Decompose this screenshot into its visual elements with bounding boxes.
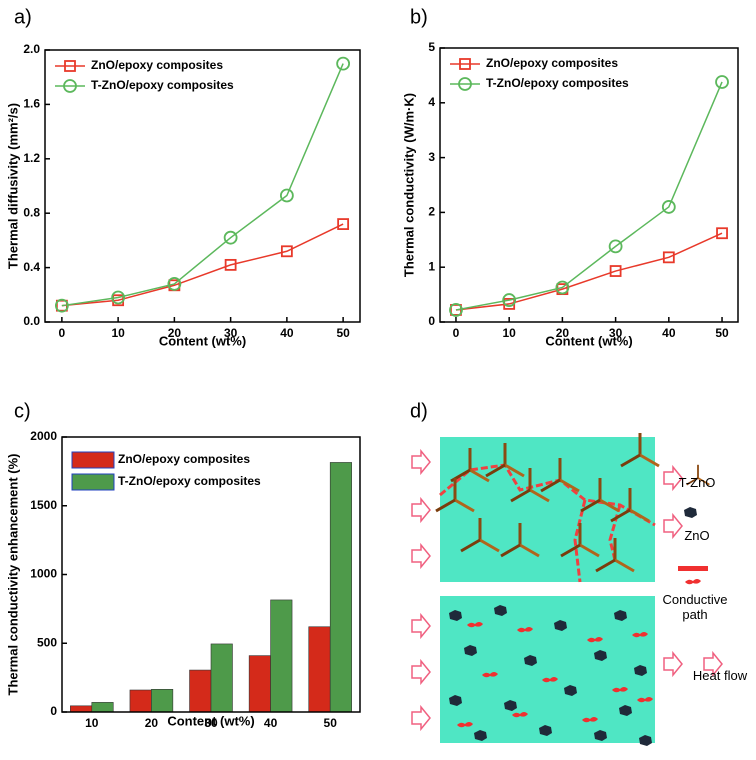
bar <box>91 702 114 713</box>
bar <box>270 599 293 713</box>
plot-frame <box>61 436 361 713</box>
x-tick-label: 40 <box>280 326 294 340</box>
bar <box>70 705 93 713</box>
marker <box>167 277 182 291</box>
x-tick-label: 40 <box>264 716 278 730</box>
x-tick-label: 0 <box>453 326 460 340</box>
line <box>455 232 723 311</box>
x-tick-label: 20 <box>145 716 159 730</box>
y-tick-label: 500 <box>37 635 57 649</box>
x-tick-label: 10 <box>502 326 516 340</box>
x-tick-label: 50 <box>336 326 350 340</box>
legend-marker <box>458 77 472 91</box>
x-tick-label: 30 <box>609 326 623 340</box>
legend-marker <box>64 60 76 72</box>
panel-label: b) <box>410 6 428 28</box>
x-tick-label: 30 <box>204 716 218 730</box>
x-tick-label: 30 <box>224 326 238 340</box>
y-axis-label: Thermal conductivity (W/m·K) <box>401 93 416 277</box>
legend-label: Heat flow <box>692 668 748 683</box>
bar <box>210 643 233 713</box>
y-tick-label: 2000 <box>30 429 57 443</box>
legend-marker <box>63 79 77 93</box>
y-tick-label: 1 <box>428 259 435 273</box>
marker <box>502 293 517 307</box>
x-tick-label: 0 <box>59 326 66 340</box>
marker <box>555 280 570 295</box>
panel-label: c) <box>14 400 31 422</box>
y-tick-label: 1.6 <box>23 97 40 111</box>
bar <box>308 626 331 713</box>
line <box>455 81 723 311</box>
marker <box>450 304 462 316</box>
marker <box>661 200 676 214</box>
legend-label: T-ZnO/epoxy composites <box>91 78 234 92</box>
y-axis-label: Thermal diffusivity (mm²/s) <box>5 103 20 269</box>
diagram <box>411 431 723 746</box>
plot-frame <box>439 47 739 323</box>
marker <box>449 303 463 317</box>
marker <box>715 75 729 89</box>
y-axis-label: Thermal conductivity enhancement (%) <box>5 454 20 696</box>
y-tick-label: 2 <box>428 205 435 219</box>
marker <box>54 298 69 313</box>
marker <box>279 188 294 203</box>
x-axis-label: Content (wt%) <box>159 333 246 348</box>
marker <box>111 290 126 305</box>
legend-label: ZnO/epoxy composites <box>486 56 618 70</box>
bar <box>329 462 352 713</box>
panel-label: a) <box>14 6 32 28</box>
y-tick-label: 1000 <box>30 567 57 581</box>
marker <box>280 245 293 258</box>
line <box>61 223 344 307</box>
legend-label: T-ZnO/epoxy composites <box>486 76 629 90</box>
marker <box>609 265 622 277</box>
marker <box>337 218 350 230</box>
x-tick-label: 50 <box>715 326 729 340</box>
y-tick-label: 2.0 <box>23 42 40 56</box>
x-tick-label: 20 <box>168 326 182 340</box>
y-tick-label: 4 <box>428 95 435 109</box>
y-tick-label: 5 <box>428 40 435 54</box>
y-tick-label: 0.8 <box>23 205 40 219</box>
marker <box>608 239 623 254</box>
bar <box>189 669 212 713</box>
y-tick-label: 0 <box>50 704 57 718</box>
line <box>61 63 344 307</box>
legend-swatch <box>71 473 115 491</box>
bar <box>151 689 174 713</box>
legend-label: ZnO/epoxy composites <box>118 452 250 466</box>
y-tick-label: 1.2 <box>23 151 40 165</box>
legend-label: T-ZnO/epoxy composites <box>118 474 261 488</box>
x-tick-label: 20 <box>556 326 570 340</box>
marker <box>223 230 238 245</box>
legend-label: T-ZnO <box>678 475 716 490</box>
bar <box>129 689 152 713</box>
x-axis-label: Content (wt%) <box>545 333 632 348</box>
bar <box>248 655 271 713</box>
y-tick-label: 0 <box>428 314 435 328</box>
y-tick-label: 3 <box>428 150 435 164</box>
panel-label: d) <box>410 400 428 422</box>
marker <box>224 258 237 271</box>
y-tick-label: 0.4 <box>23 260 40 274</box>
x-tick-label: 50 <box>324 716 338 730</box>
x-tick-label: 10 <box>111 326 125 340</box>
legend-label: ZnO/epoxy composites <box>91 58 223 72</box>
plot-frame <box>44 49 361 323</box>
x-tick-label: 40 <box>662 326 676 340</box>
x-axis-label: Content (wt%) <box>167 713 254 728</box>
legend-label: Conductive path <box>662 592 728 622</box>
legend-marker <box>459 58 471 70</box>
marker <box>662 251 675 264</box>
marker <box>716 227 728 240</box>
legend-swatch <box>71 451 115 469</box>
x-tick-label: 10 <box>85 716 99 730</box>
legend-label: ZnO <box>684 528 710 543</box>
marker <box>336 56 351 71</box>
y-tick-label: 0.0 <box>23 314 40 328</box>
y-tick-label: 1500 <box>30 498 57 512</box>
